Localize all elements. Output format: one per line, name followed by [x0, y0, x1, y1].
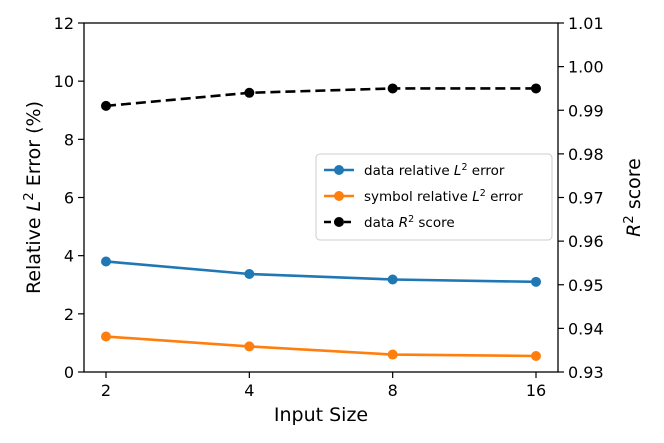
series-1-point-3 — [531, 351, 541, 362]
y-axis-label: Relative L2 Error (%) — [22, 101, 46, 294]
series-0-point-2 — [387, 274, 398, 285]
series-2-point-1 — [244, 87, 255, 98]
series-0-point-0 — [101, 256, 111, 267]
legend-label-2: data R2 score — [364, 214, 455, 232]
y-tick-label-2: 4 — [64, 247, 74, 266]
x-tick-label-2: 8 — [388, 381, 398, 400]
axis-labels: Input Size Relative L2 Error (%) R2 score — [22, 101, 646, 426]
y2-tick-label-0: 0.93 — [568, 363, 604, 382]
y2-tick-label-1: 0.94 — [568, 319, 604, 338]
series-0-point-3 — [531, 276, 541, 287]
series-1-point-2 — [387, 349, 398, 360]
x-tick-label-1: 4 — [244, 381, 254, 400]
legend-marker-2 — [334, 217, 344, 227]
legend-marker-1 — [334, 191, 344, 201]
y-tick-label-4: 8 — [64, 130, 74, 149]
y2-tick-label-7: 1.00 — [568, 58, 604, 77]
legend-label-1: symbol relative L2 error — [364, 188, 523, 206]
legend-marker-0 — [334, 165, 344, 175]
y-tick-label-5: 10 — [54, 72, 74, 91]
y2-tick-label-3: 0.96 — [568, 232, 604, 251]
x-tick-label-3: 16 — [526, 381, 546, 400]
series-2-point-3 — [531, 83, 541, 94]
y-tick-label-3: 6 — [64, 189, 74, 208]
series-0-point-1 — [244, 268, 255, 279]
ticks: 0 2 4 6 8 10 12 0.93 0.94 0.95 0.96 0.97 0.98 0.99 1.0… — [54, 14, 604, 400]
series-2-point-0 — [101, 100, 111, 111]
series-line-0 — [105, 260, 537, 284]
y2-tick-label-2: 0.95 — [568, 276, 604, 295]
y-tick-label-1: 2 — [64, 305, 74, 324]
legend-box — [315, 153, 553, 241]
series-line-2 — [105, 87, 536, 108]
plot-lines — [101, 83, 541, 362]
series-2-point-2 — [387, 83, 398, 94]
series-1-point-0 — [101, 331, 111, 342]
y2-tick-label-5: 0.98 — [568, 145, 604, 164]
y-tick-label-0: 0 — [64, 363, 74, 382]
y2-tick-label-4: 0.97 — [568, 189, 604, 208]
legend-label-0: data relative L2 error — [364, 162, 505, 180]
x-axis-label: Input Size — [274, 404, 368, 426]
x-tick-label-0: 2 — [101, 381, 111, 400]
y2-axis-label: R2 score — [622, 158, 646, 237]
y2-tick-label-8: 1.01 — [568, 14, 604, 33]
y-tick-label-6: 12 — [54, 14, 74, 33]
legend: data relative L2 error symbol relative L2… — [315, 153, 553, 241]
series-line-1 — [105, 335, 537, 358]
series-1-point-1 — [244, 341, 255, 352]
y2-tick-label-6: 0.99 — [568, 101, 604, 120]
